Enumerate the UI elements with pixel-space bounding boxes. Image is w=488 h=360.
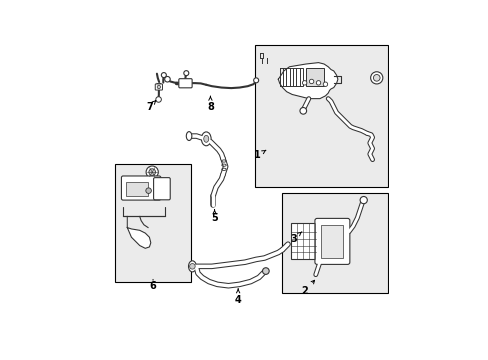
Circle shape — [299, 108, 306, 114]
Text: 4: 4 — [234, 289, 241, 305]
Circle shape — [145, 188, 151, 193]
Circle shape — [302, 81, 306, 85]
Bar — [305, 68, 324, 86]
Circle shape — [183, 71, 188, 76]
FancyBboxPatch shape — [179, 79, 192, 88]
Circle shape — [156, 97, 161, 102]
Text: 2: 2 — [301, 280, 314, 296]
Polygon shape — [278, 63, 337, 99]
Circle shape — [157, 85, 160, 89]
Text: 3: 3 — [289, 232, 301, 244]
Ellipse shape — [188, 261, 196, 272]
Bar — [290, 223, 315, 260]
Text: 1: 1 — [253, 150, 265, 161]
Circle shape — [262, 268, 268, 274]
Circle shape — [148, 169, 155, 175]
Polygon shape — [127, 216, 150, 248]
Text: 6: 6 — [149, 281, 156, 291]
Text: 7: 7 — [146, 100, 156, 112]
Ellipse shape — [186, 132, 191, 140]
Circle shape — [146, 166, 158, 178]
Text: 5: 5 — [211, 210, 218, 223]
FancyBboxPatch shape — [153, 177, 170, 200]
Circle shape — [189, 264, 195, 269]
FancyBboxPatch shape — [314, 219, 349, 264]
Bar — [279, 68, 303, 86]
Circle shape — [370, 72, 382, 84]
Bar — [125, 182, 148, 195]
Ellipse shape — [201, 132, 211, 146]
Circle shape — [161, 73, 166, 77]
Circle shape — [164, 76, 170, 82]
Bar — [254, 45, 387, 187]
Text: 8: 8 — [206, 96, 213, 112]
Circle shape — [373, 75, 379, 81]
Bar — [282, 193, 387, 293]
Circle shape — [323, 82, 327, 86]
Circle shape — [316, 81, 320, 85]
Bar — [115, 164, 191, 282]
Bar — [321, 225, 343, 258]
Ellipse shape — [203, 135, 208, 142]
Circle shape — [359, 197, 366, 204]
FancyBboxPatch shape — [121, 176, 161, 200]
Circle shape — [253, 78, 258, 83]
FancyBboxPatch shape — [155, 84, 162, 90]
Circle shape — [309, 79, 313, 84]
